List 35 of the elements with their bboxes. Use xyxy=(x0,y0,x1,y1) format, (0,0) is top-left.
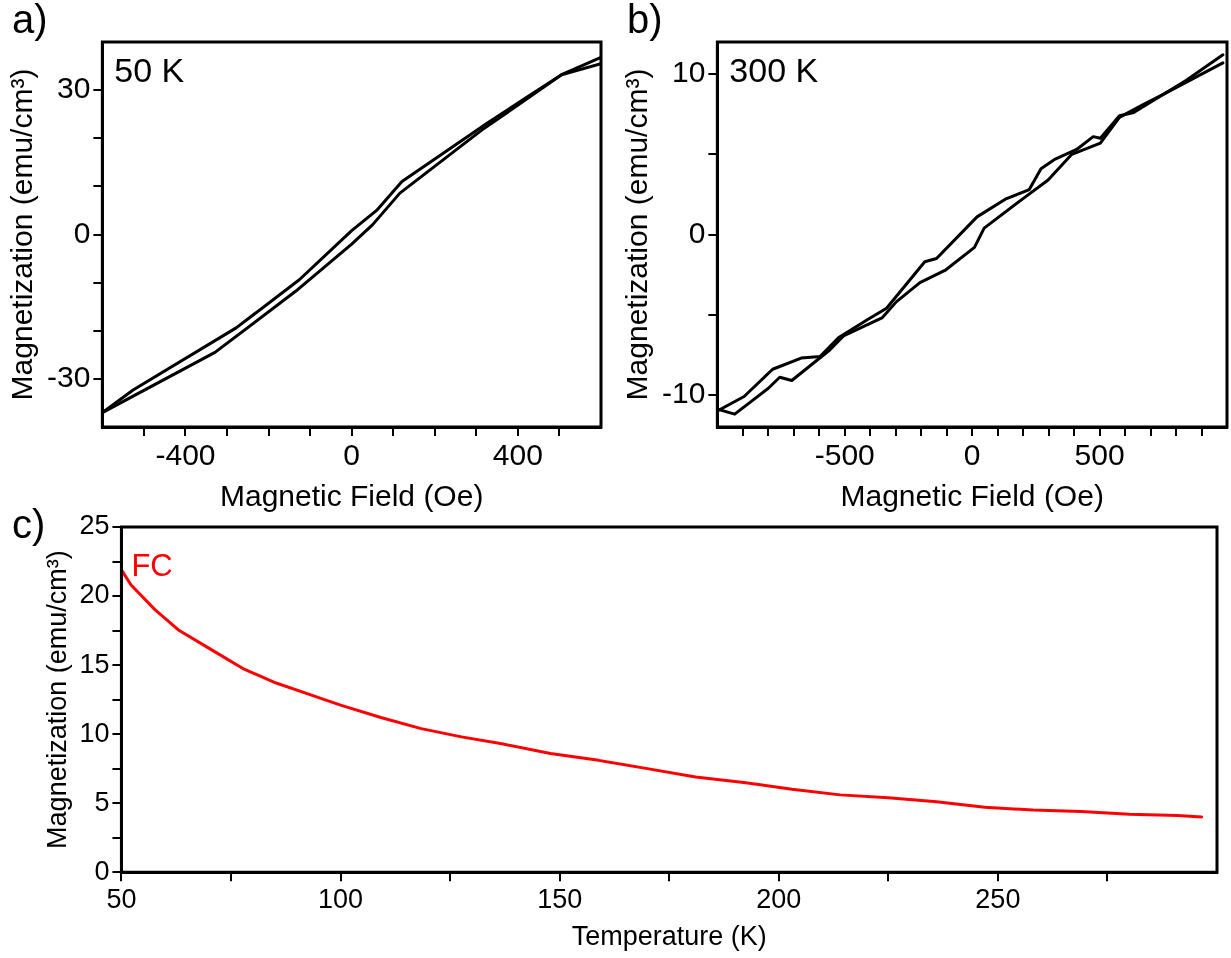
x-tick-label: 500 xyxy=(1074,438,1125,472)
annotation: 50 K xyxy=(114,51,185,90)
chart-title: c) xyxy=(12,502,46,547)
y-tick-label: 10 xyxy=(79,717,110,748)
y-axis-title: Magnetization (emu/cm³) xyxy=(620,68,654,401)
y-tick-label: 25 xyxy=(79,510,110,541)
x-tick-label: -500 xyxy=(814,438,875,472)
x-axis-title: Magnetic Field (Oe) xyxy=(219,479,484,513)
y-tick-label: 30 xyxy=(56,71,91,105)
y-tick-label: 0 xyxy=(688,215,706,249)
y-tick-label: -10 xyxy=(662,376,706,410)
x-tick-label: 100 xyxy=(318,883,364,914)
x-tick-label: 0 xyxy=(343,438,361,472)
chart-title: b) xyxy=(627,0,663,42)
chart-title: a) xyxy=(12,0,48,42)
y-tick-label: -30 xyxy=(47,360,91,394)
x-tick-label: 250 xyxy=(975,883,1021,914)
y-axis-title: Magnetization (emu/cm³) xyxy=(41,550,72,849)
x-tick-label: 0 xyxy=(963,438,981,472)
y-axis-title: Magnetization (emu/cm³) xyxy=(5,68,39,401)
x-tick-label: -400 xyxy=(155,438,216,472)
y-tick-label: 0 xyxy=(94,855,110,886)
y-tick-label: 5 xyxy=(94,786,110,817)
x-tick-label: 200 xyxy=(756,883,802,914)
series-label: FC xyxy=(131,548,173,584)
annotation: 300 K xyxy=(729,51,819,90)
y-tick-label: 15 xyxy=(79,648,110,679)
x-tick-label: 150 xyxy=(537,883,583,914)
x-tick-label: 50 xyxy=(106,883,137,914)
y-tick-label: 20 xyxy=(79,579,110,610)
x-axis-title: Magnetic Field (Oe) xyxy=(840,479,1104,513)
x-axis-title: Temperature (K) xyxy=(571,921,767,952)
y-tick-label: 10 xyxy=(671,55,706,89)
y-tick-label: 0 xyxy=(73,215,91,249)
x-tick-label: 400 xyxy=(492,438,543,472)
